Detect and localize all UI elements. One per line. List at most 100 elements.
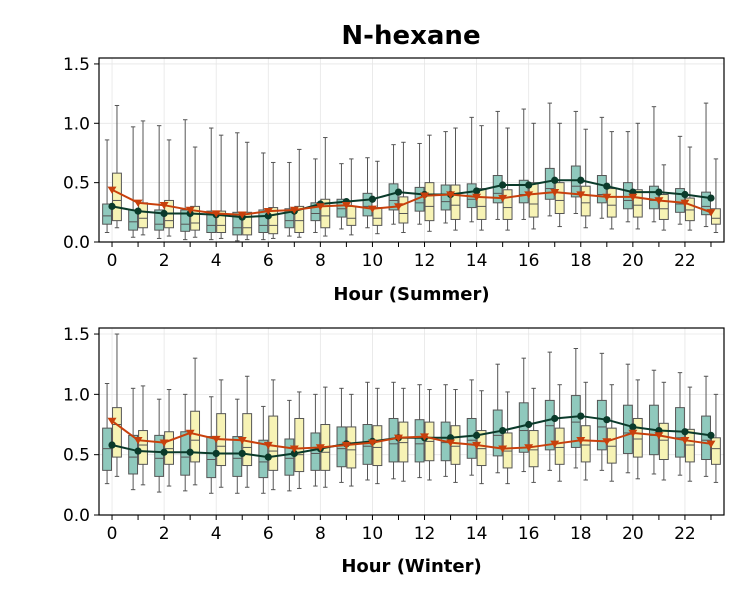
winter-box-s0-h20 xyxy=(622,363,633,474)
summer-mean-point-s0-h16 xyxy=(525,181,533,189)
winter-mean-point-s0-h20 xyxy=(629,423,637,431)
box xyxy=(554,182,565,215)
summer-mean-point-s1-h2 xyxy=(159,202,169,210)
summer-box-s0-h12 xyxy=(414,142,425,225)
winter-box-s0-h11 xyxy=(388,381,399,480)
winter-mean-point-s1-h3 xyxy=(185,429,195,438)
box xyxy=(242,211,253,236)
summer-box-s1-h2 xyxy=(164,139,174,237)
summer-box-s0-h6 xyxy=(258,152,269,241)
summer-box-s0-h15 xyxy=(492,110,503,220)
summer-box-s0-h20 xyxy=(622,131,633,223)
winter-box-s0-h4 xyxy=(206,396,217,494)
box xyxy=(216,210,227,234)
winter-mean-point-s1-h15 xyxy=(498,445,508,453)
winter-mean-point-s0-h15 xyxy=(499,426,507,435)
box xyxy=(658,194,669,220)
summer-box-s0-h3 xyxy=(180,119,191,241)
winter-box-s0-h9 xyxy=(336,387,347,483)
winter-box-s0-h21 xyxy=(649,369,659,475)
winter-box-s1-h17 xyxy=(554,384,565,482)
summer-box-s1-h23 xyxy=(711,158,721,234)
box xyxy=(398,421,409,463)
winter-box-s0-h17 xyxy=(544,351,555,471)
chart-title: N-hexane xyxy=(341,21,480,51)
winter-mean-point-s1-h5 xyxy=(237,437,247,445)
summer-box-s1-h20 xyxy=(632,122,643,230)
winter-box-s1-h20 xyxy=(632,379,643,480)
summer-box-s0-h22 xyxy=(675,135,685,225)
summer-box-s1-h18 xyxy=(580,128,591,229)
summer-grid xyxy=(99,58,724,243)
winter-box-s1-h1 xyxy=(138,385,148,486)
summer-mean-point-s1-h23 xyxy=(706,209,716,217)
winter-mean-point-s1-h6 xyxy=(263,441,273,450)
summer-box-s1-h3 xyxy=(190,146,201,238)
winter-box-s0-h23 xyxy=(701,375,711,477)
winter-box-s1-h9 xyxy=(346,393,357,487)
summer-mean-point-s0-h18 xyxy=(577,176,585,184)
summer-mean-point-s1-h21 xyxy=(654,197,664,205)
summer-mean-point-s1-h8 xyxy=(315,203,325,211)
winter-mean-point-s1-h18 xyxy=(576,437,586,445)
winter-mean-point-s0-h14 xyxy=(473,431,481,439)
winter-mean-point-s0-h17 xyxy=(551,414,559,423)
box xyxy=(632,417,643,458)
summer-mean-point-s0-h17 xyxy=(551,176,559,184)
winter-panel: 0.0 0.5 1.0 1.5 0 2 4 6 8 10 12 14 16 18 20 22 Hour (Wi… xyxy=(63,325,725,577)
box xyxy=(701,191,711,216)
box xyxy=(138,430,148,465)
winter-xtick-label-16: 16 xyxy=(518,524,540,544)
winter-mean-point-s0-h0 xyxy=(108,441,116,449)
winter-xtick-label-10: 10 xyxy=(362,524,384,544)
summer-box-s1-h13 xyxy=(450,127,461,231)
summer-mean-point-s1-h1 xyxy=(133,199,143,207)
summer-mean-point-s1-h9 xyxy=(341,202,351,210)
summer-box-s1-h19 xyxy=(606,131,617,230)
winter-mean-line-s1 xyxy=(111,420,712,450)
box xyxy=(388,183,399,211)
summer-ytick-label-0.5: 0.5 xyxy=(63,174,90,194)
box xyxy=(502,432,513,469)
summer-box-s1-h6 xyxy=(268,161,279,239)
box xyxy=(606,188,617,218)
winter-mean-point-s0-h7 xyxy=(290,449,298,458)
winter-box-s1-h21 xyxy=(658,381,669,481)
summer-xtick-label-12: 12 xyxy=(414,251,436,271)
box xyxy=(102,203,113,225)
box xyxy=(294,205,305,234)
summer-mean-point-s1-h7 xyxy=(289,206,299,214)
summer-box-s0-h16 xyxy=(518,108,529,220)
box xyxy=(528,430,539,468)
box xyxy=(268,207,279,235)
summer-mean-point-s0-h23 xyxy=(707,194,715,202)
winter-mean-point-s1-h8 xyxy=(315,444,325,452)
winter-box-s1-h7 xyxy=(294,391,305,489)
summer-mean-point-s1-h18 xyxy=(576,191,586,199)
summer-mean-point-s1-h13 xyxy=(446,191,456,199)
box xyxy=(580,425,591,463)
winter-mean-point-s1-h19 xyxy=(602,438,612,446)
winter-box-s1-h22 xyxy=(684,386,695,482)
summer-ytick-label-1: 1.0 xyxy=(63,114,90,134)
summer-box-s0-h1 xyxy=(128,126,139,238)
summer-box-s0-h0 xyxy=(102,139,113,234)
box xyxy=(544,167,555,200)
winter-x-axis-label: Hour (Winter) xyxy=(341,556,481,577)
winter-box-s1-h2 xyxy=(164,389,174,487)
summer-mean-point-s1-h4 xyxy=(211,210,221,218)
box xyxy=(206,436,217,479)
summer-mean-point-s1-h0 xyxy=(107,186,117,194)
winter-xtick-label-6: 6 xyxy=(263,524,274,544)
winter-ticks: 0.0 0.5 1.0 1.5 0 2 4 6 8 10 12 14 16 18 20 22 xyxy=(63,325,712,544)
winter-box-s1-h15 xyxy=(502,391,513,485)
box xyxy=(284,208,295,229)
box xyxy=(596,399,607,451)
summer-ytick-label-1.5: 1.5 xyxy=(63,55,90,75)
summer-panel: 0.0 0.5 1.0 1.5 0 2 4 6 8 10 12 14 16 18 20 22 Hour (Su… xyxy=(63,55,725,305)
winter-box-s1-h18 xyxy=(580,381,591,481)
box xyxy=(154,209,165,231)
box xyxy=(684,428,695,463)
summer-box-s1-h1 xyxy=(138,120,148,236)
summer-mean-point-s1-h6 xyxy=(263,207,273,216)
